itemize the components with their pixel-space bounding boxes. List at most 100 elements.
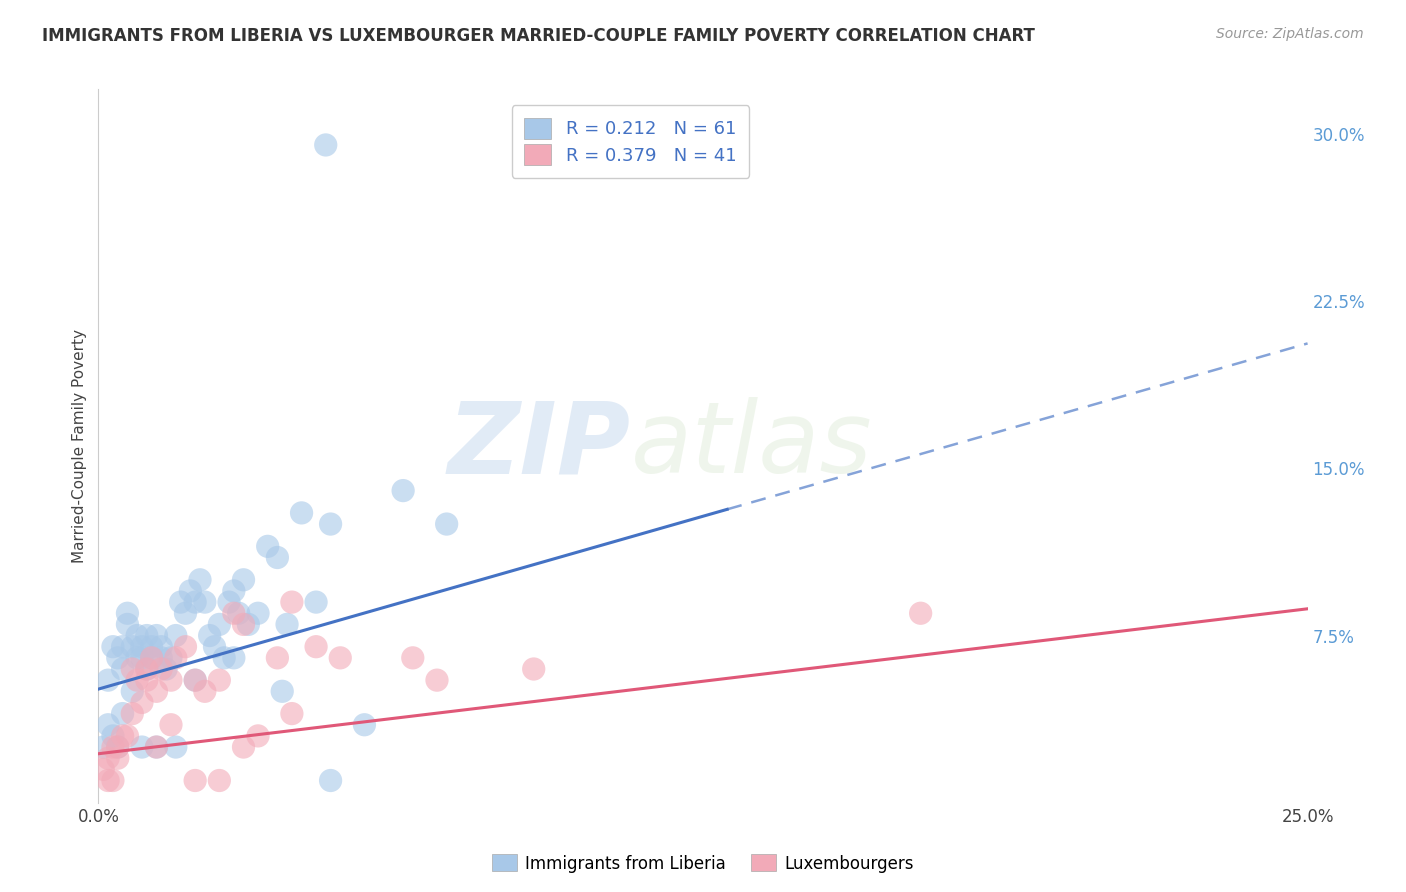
Point — [111, 706, 134, 721]
Point — [222, 583, 245, 598]
Point — [91, 762, 114, 776]
Point — [141, 640, 163, 654]
Point — [97, 673, 120, 687]
Point — [319, 773, 342, 788]
Point — [218, 595, 240, 609]
Point — [135, 673, 157, 687]
Point — [184, 595, 207, 609]
Point — [194, 595, 217, 609]
Point — [107, 651, 129, 665]
Point — [121, 684, 143, 698]
Point — [194, 684, 217, 698]
Point — [436, 517, 458, 532]
Point — [523, 662, 546, 676]
Point — [222, 651, 245, 665]
Point — [266, 550, 288, 565]
Point — [127, 628, 149, 642]
Text: Source: ZipAtlas.com: Source: ZipAtlas.com — [1216, 27, 1364, 41]
Point — [160, 717, 183, 731]
Point — [212, 651, 235, 665]
Point — [131, 640, 153, 654]
Point — [208, 617, 231, 632]
Point — [141, 651, 163, 665]
Point — [208, 673, 231, 687]
Point — [107, 751, 129, 765]
Point — [111, 640, 134, 654]
Point — [910, 607, 932, 621]
Point — [91, 740, 114, 755]
Point — [165, 628, 187, 642]
Point — [160, 673, 183, 687]
Point — [117, 617, 139, 632]
Point — [107, 740, 129, 755]
Point — [150, 651, 173, 665]
Point — [127, 651, 149, 665]
Point — [97, 751, 120, 765]
Point — [281, 706, 304, 721]
Point — [256, 539, 278, 553]
Point — [121, 706, 143, 721]
Point — [204, 640, 226, 654]
Point — [392, 483, 415, 498]
Point — [184, 773, 207, 788]
Point — [127, 673, 149, 687]
Point — [247, 607, 270, 621]
Point — [305, 640, 328, 654]
Point — [155, 662, 177, 676]
Point — [232, 740, 254, 755]
Point — [101, 729, 124, 743]
Point — [97, 773, 120, 788]
Point — [271, 684, 294, 698]
Point — [222, 607, 245, 621]
Point — [131, 696, 153, 710]
Point — [174, 640, 197, 654]
Point — [169, 595, 191, 609]
Point — [165, 740, 187, 755]
Point — [117, 607, 139, 621]
Point — [145, 684, 167, 698]
Point — [228, 607, 250, 621]
Point — [315, 138, 337, 153]
Point — [353, 717, 375, 731]
Point — [174, 607, 197, 621]
Point — [97, 717, 120, 731]
Point — [198, 628, 221, 642]
Point — [117, 729, 139, 743]
Point — [101, 773, 124, 788]
Point — [276, 617, 298, 632]
Text: ZIP: ZIP — [447, 398, 630, 494]
Legend: Immigrants from Liberia, Luxembourgers: Immigrants from Liberia, Luxembourgers — [485, 847, 921, 880]
Point — [145, 740, 167, 755]
Text: atlas: atlas — [630, 398, 872, 494]
Point — [131, 740, 153, 755]
Point — [135, 628, 157, 642]
Point — [145, 740, 167, 755]
Point — [426, 673, 449, 687]
Point — [135, 662, 157, 676]
Point — [165, 651, 187, 665]
Point — [188, 573, 211, 587]
Point — [150, 640, 173, 654]
Point — [150, 662, 173, 676]
Y-axis label: Married-Couple Family Poverty: Married-Couple Family Poverty — [72, 329, 87, 563]
Point — [184, 673, 207, 687]
Point — [184, 673, 207, 687]
Point — [290, 506, 312, 520]
Point — [402, 651, 425, 665]
Point — [135, 662, 157, 676]
Point — [145, 628, 167, 642]
Point — [305, 595, 328, 609]
Point — [121, 662, 143, 676]
Point — [121, 640, 143, 654]
Point — [232, 573, 254, 587]
Point — [111, 729, 134, 743]
Point — [101, 740, 124, 755]
Point — [329, 651, 352, 665]
Point — [101, 640, 124, 654]
Point — [319, 517, 342, 532]
Point — [107, 740, 129, 755]
Point — [179, 583, 201, 598]
Point — [111, 662, 134, 676]
Legend: R = 0.212   N = 61, R = 0.379   N = 41: R = 0.212 N = 61, R = 0.379 N = 41 — [512, 105, 749, 178]
Point — [141, 651, 163, 665]
